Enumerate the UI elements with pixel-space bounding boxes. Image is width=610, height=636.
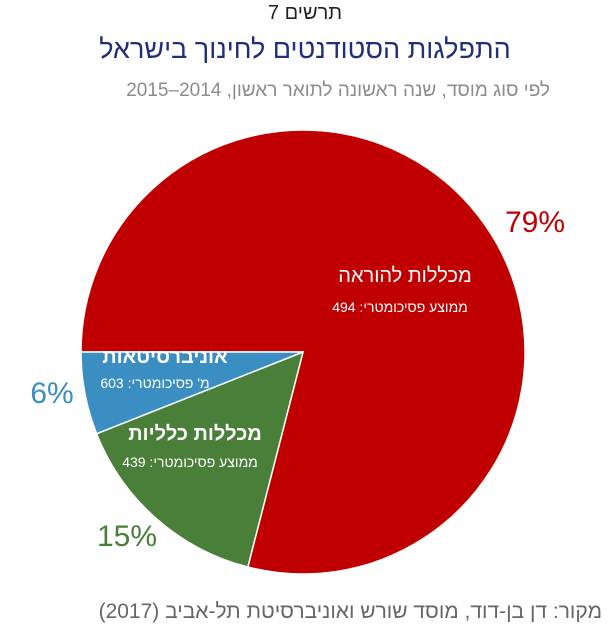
chart-title: התפלגות הסטודנטים לחינוך בישראל [99, 34, 511, 64]
slice-percent-label: 79% [505, 206, 565, 239]
slice-detail-label: ממוצע פסיכומטרי: 439 [122, 454, 258, 470]
slice-detail-label: ממוצע פסיכומטרי: 494 [332, 299, 468, 315]
source-note: מקור: דן בן-דוד, מוסד שורש ואוניברסיטת ת… [98, 600, 602, 623]
figure-label: תרשים 7 [267, 2, 343, 24]
slice-name-label: מכללות כלליות [128, 423, 262, 445]
slice-name-label: מכללות להוראה [338, 265, 471, 287]
slice-name-label: אוניברסיטאות [102, 346, 228, 368]
pie-slice [80, 351, 304, 435]
slice-percent-label: 6% [30, 377, 73, 410]
slice-percent-label: 15% [97, 520, 157, 553]
chart-subtitle: לפי סוג מוסד, שנה ראשונה לתואר ראשון, 20… [126, 80, 550, 101]
pie-slice [95, 350, 305, 568]
slice-detail-label: מ' פסיכומטרי: 603 [100, 375, 209, 391]
